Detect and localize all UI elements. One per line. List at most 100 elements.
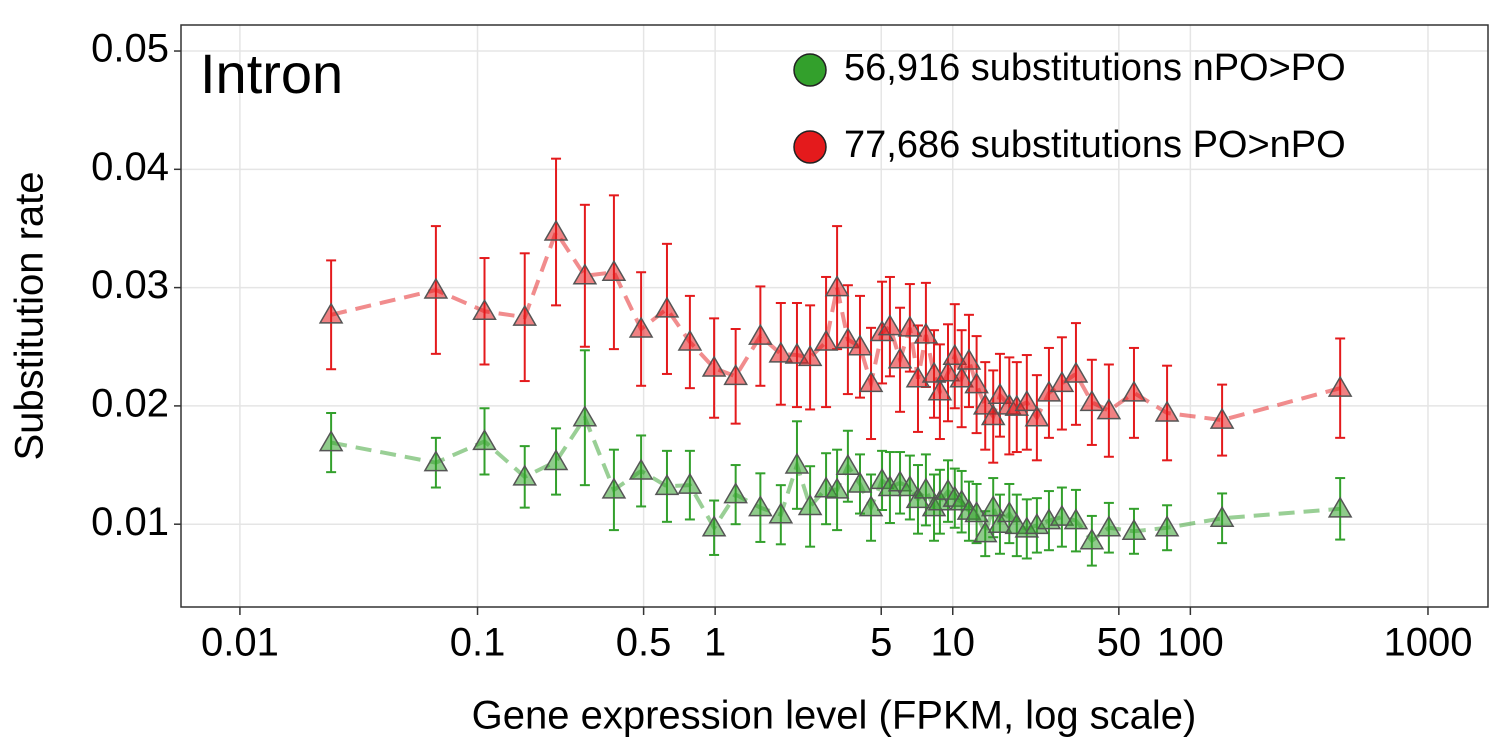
point <box>847 334 873 356</box>
point <box>1063 361 1089 383</box>
point <box>1121 380 1147 402</box>
point <box>1079 528 1105 550</box>
point <box>813 329 839 351</box>
point <box>1079 389 1105 412</box>
y-tick-label: 0.02 <box>91 381 169 425</box>
point <box>628 458 654 480</box>
point <box>723 482 748 504</box>
legend-label: 77,686 substitutions PO>nPO <box>844 124 1346 166</box>
point <box>1014 389 1040 412</box>
point <box>797 344 823 367</box>
point <box>701 355 727 377</box>
y-axis-title: Substitution rate <box>8 171 52 460</box>
y-tick-label: 0.03 <box>91 263 169 307</box>
legend-marker <box>793 53 827 87</box>
point <box>1024 405 1050 427</box>
x-tick-label: 5 <box>870 621 892 665</box>
point <box>980 404 1006 426</box>
x-tick-label: 0.5 <box>616 621 672 665</box>
x-tick-label: 50 <box>1097 621 1142 665</box>
y-tick-label: 0.05 <box>91 27 169 71</box>
y-tick-label: 0.04 <box>91 145 169 189</box>
point <box>472 428 497 451</box>
x-tick-label: 10 <box>931 621 976 665</box>
point <box>768 341 794 363</box>
point <box>927 379 953 401</box>
point <box>318 430 344 452</box>
point <box>318 302 344 324</box>
point <box>572 405 598 427</box>
point <box>964 372 989 394</box>
y-tick-label: 0.01 <box>91 500 169 544</box>
point <box>835 327 861 349</box>
point <box>1063 508 1089 530</box>
legend-marker <box>793 130 827 164</box>
point <box>512 304 538 326</box>
point <box>601 259 627 281</box>
point <box>956 348 982 370</box>
point <box>824 275 850 297</box>
point <box>949 366 974 388</box>
x-tick-label: 1000 <box>1383 621 1472 665</box>
point <box>677 472 703 494</box>
point <box>913 322 939 344</box>
point <box>654 473 680 496</box>
point <box>423 450 449 472</box>
point <box>423 277 449 299</box>
point <box>1121 518 1147 541</box>
point <box>748 323 773 345</box>
point <box>768 502 794 524</box>
point <box>964 501 989 523</box>
point <box>877 314 903 336</box>
x-tick-label: 0.01 <box>201 621 279 665</box>
point <box>1154 515 1180 537</box>
point <box>748 495 773 517</box>
x-tick-label: 100 <box>1157 621 1224 665</box>
marks <box>318 157 1353 567</box>
point <box>1209 505 1235 528</box>
plot-border <box>180 24 1489 608</box>
point <box>980 495 1006 517</box>
point <box>987 511 1013 533</box>
point <box>472 298 497 321</box>
x-axis-title: Gene expression level (FPKM, log scale) <box>472 694 1197 738</box>
point <box>847 471 873 493</box>
legend: 56,916 substitutions nPO>PO 77,686 substi… <box>793 47 1346 166</box>
point <box>543 219 569 241</box>
point <box>1096 398 1122 420</box>
point <box>1327 496 1353 518</box>
point <box>1154 400 1180 422</box>
x-tick-label: 1 <box>704 621 726 665</box>
x-tick-label: 0.1 <box>450 621 506 665</box>
point <box>897 315 923 337</box>
point <box>858 370 884 393</box>
point <box>897 475 923 497</box>
point <box>824 477 850 499</box>
point <box>701 515 727 537</box>
point <box>1327 375 1353 397</box>
legend-label: 56,916 substitutions nPO>PO <box>844 47 1346 89</box>
point <box>543 449 569 471</box>
point <box>1096 515 1122 537</box>
point <box>942 343 968 365</box>
point <box>797 493 823 516</box>
point <box>913 477 939 499</box>
point <box>677 329 703 351</box>
point <box>512 464 538 486</box>
point <box>887 347 913 369</box>
point <box>784 452 810 474</box>
point <box>1049 504 1075 526</box>
point <box>628 316 654 338</box>
point <box>654 296 680 318</box>
point <box>935 360 961 382</box>
point <box>572 263 598 285</box>
point <box>858 495 884 517</box>
point <box>601 477 627 499</box>
point <box>987 382 1013 405</box>
panel-annotation: Intron <box>200 42 343 105</box>
point <box>835 453 861 475</box>
point <box>723 363 748 386</box>
point <box>1209 407 1235 429</box>
